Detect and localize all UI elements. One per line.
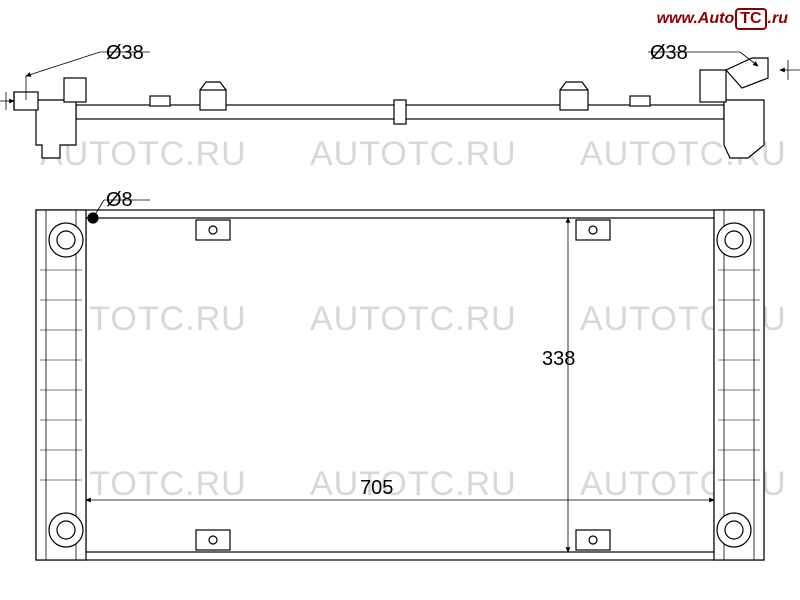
drawing-svg — [0, 0, 800, 600]
callout-dia-hole: Ø8 — [106, 189, 133, 212]
callout-dia-left: Ø38 — [106, 42, 144, 65]
mount-tabs-bottom — [196, 530, 610, 550]
callout-dia-right: Ø38 — [650, 42, 688, 65]
dimension-height: 338 — [542, 348, 575, 371]
front-view — [36, 200, 764, 560]
dimension-width: 705 — [360, 477, 393, 500]
mount-tabs-top — [196, 220, 610, 240]
technical-drawing-canvas: { "logo_text": "www.AutoTC.ru", "waterma… — [0, 0, 800, 600]
site-logo: www.AutoTC.ru — [657, 8, 788, 30]
top-view — [0, 52, 800, 158]
